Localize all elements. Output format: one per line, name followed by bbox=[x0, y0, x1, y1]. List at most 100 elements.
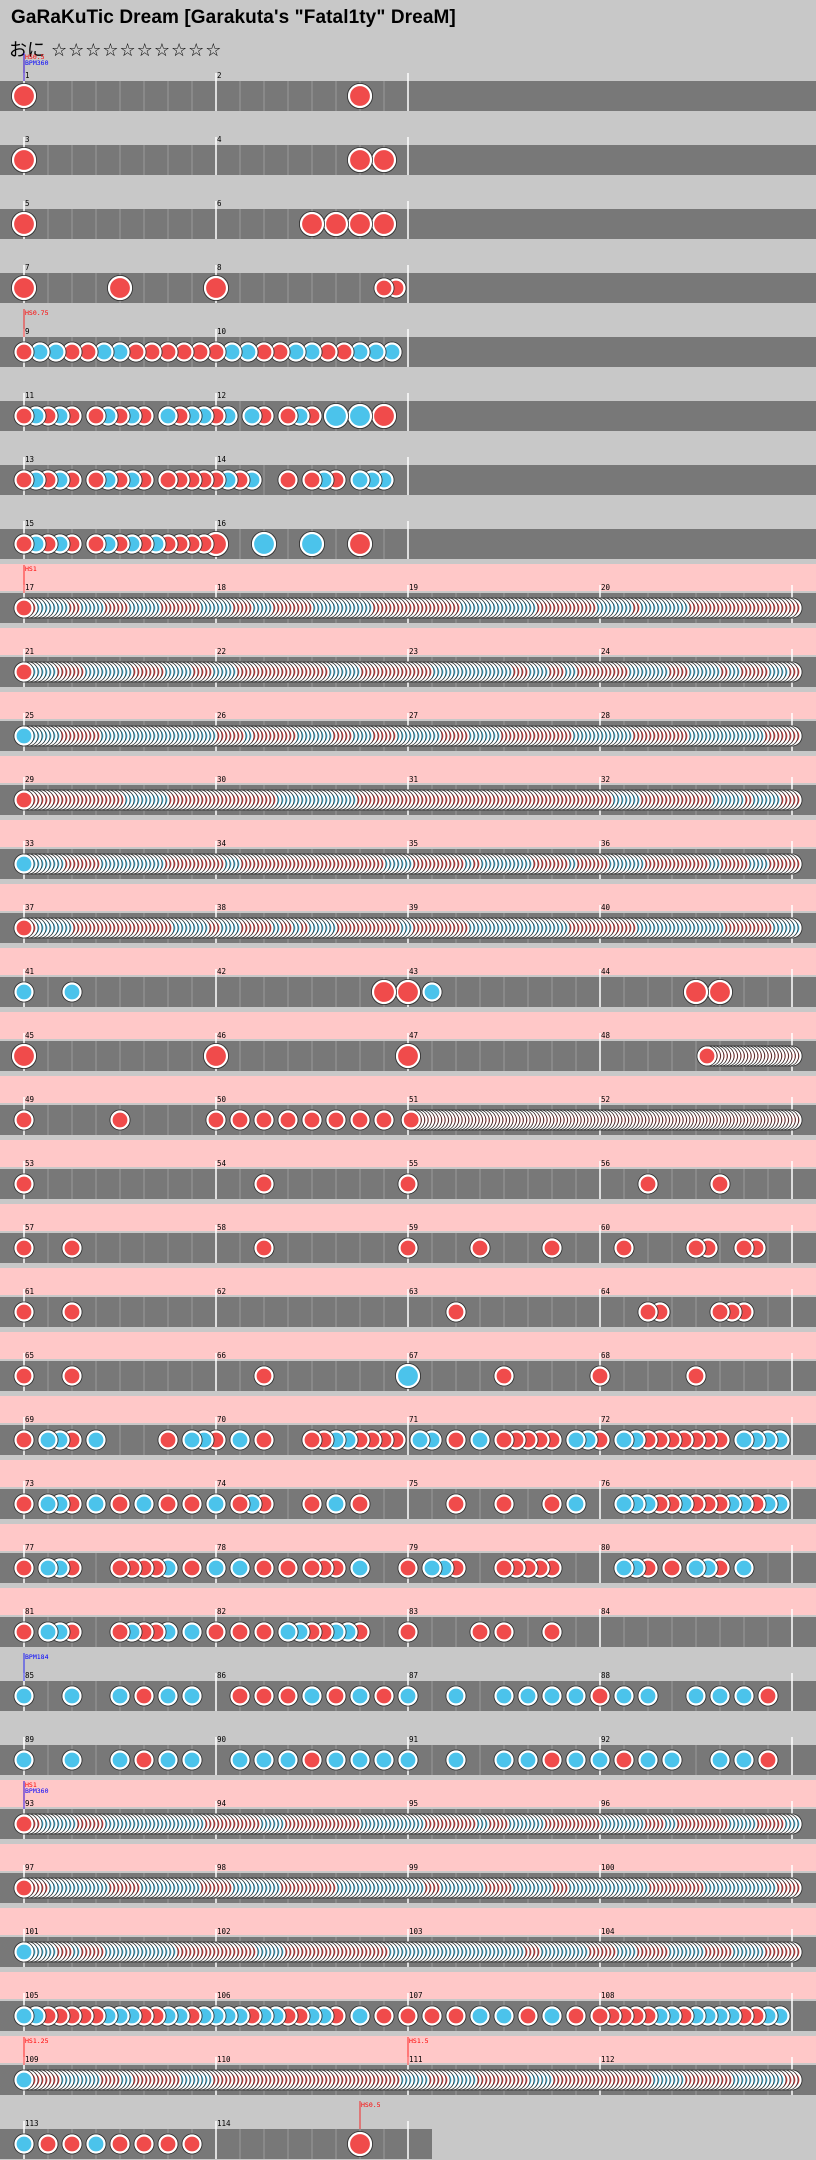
measure-number: 32 bbox=[601, 775, 610, 784]
don-note bbox=[470, 1238, 490, 1258]
don-note bbox=[86, 470, 106, 490]
measure-number: 87 bbox=[409, 1671, 418, 1680]
measure-number: 34 bbox=[217, 839, 227, 848]
note-outline bbox=[85, 533, 107, 555]
ka-note bbox=[14, 1750, 34, 1770]
measure-number: 80 bbox=[601, 1543, 611, 1552]
measure-number: 89 bbox=[25, 1735, 34, 1744]
ka-note bbox=[446, 1750, 466, 1770]
ka-note bbox=[374, 1750, 394, 1770]
ka-note bbox=[206, 1558, 226, 1578]
ka-note bbox=[350, 1686, 370, 1706]
don-note bbox=[62, 1238, 82, 1258]
measure-number: 61 bbox=[25, 1287, 34, 1296]
measure-number: 68 bbox=[601, 1351, 611, 1360]
don-note bbox=[110, 1622, 130, 1642]
measure-number: 92 bbox=[601, 1735, 610, 1744]
ka-note bbox=[566, 1686, 586, 1706]
measure-number: 16 bbox=[217, 519, 227, 528]
event-label: HS0.75 bbox=[25, 309, 49, 317]
ka-note bbox=[62, 1686, 82, 1706]
event-label: HS1 bbox=[25, 565, 37, 573]
measure-number: 13 bbox=[25, 455, 34, 464]
ka-note bbox=[14, 982, 34, 1002]
ka-note bbox=[638, 1750, 658, 1770]
don-note bbox=[278, 1110, 298, 1130]
ka-note bbox=[182, 1622, 202, 1642]
measure-number: 62 bbox=[217, 1287, 226, 1296]
measure-number: 25 bbox=[25, 711, 34, 720]
measure-number: 11 bbox=[25, 391, 34, 400]
note-outline bbox=[298, 210, 325, 237]
ka-note bbox=[614, 1558, 634, 1578]
event-label: BPM360 bbox=[25, 59, 49, 67]
event-label: BPM184 bbox=[25, 1653, 49, 1661]
measure-number: 20 bbox=[601, 583, 611, 592]
don-note bbox=[398, 1174, 418, 1194]
ka-note bbox=[230, 1430, 250, 1450]
don-note bbox=[710, 1302, 730, 1322]
measure-number: 78 bbox=[217, 1543, 227, 1552]
measure-number: 38 bbox=[217, 903, 227, 912]
measure-number: 24 bbox=[601, 647, 611, 656]
ka-note bbox=[734, 1686, 754, 1706]
measure-number: 55 bbox=[409, 1159, 418, 1168]
ka-note bbox=[614, 1430, 634, 1450]
note-outline bbox=[157, 469, 179, 491]
don-note bbox=[158, 470, 178, 490]
measure-number: 19 bbox=[409, 583, 418, 592]
note-outline bbox=[10, 83, 38, 110]
don-note bbox=[398, 1622, 418, 1642]
don-note bbox=[302, 470, 322, 490]
measure-number: 100 bbox=[601, 1863, 615, 1872]
don-note bbox=[14, 790, 34, 810]
measure-number: 1 bbox=[25, 71, 30, 80]
measure-number: 12 bbox=[217, 391, 226, 400]
ka-note bbox=[638, 1686, 658, 1706]
measure-number: 46 bbox=[217, 1031, 227, 1040]
don-note bbox=[158, 1494, 178, 1514]
don-note bbox=[203, 1043, 229, 1069]
don-note bbox=[374, 1686, 394, 1706]
don-note bbox=[254, 1366, 274, 1386]
ka-note bbox=[14, 726, 34, 746]
ka-note bbox=[350, 1558, 370, 1578]
measure-number: 18 bbox=[217, 583, 227, 592]
measure-number: 26 bbox=[217, 711, 227, 720]
ka-note bbox=[86, 1430, 106, 1450]
don-note bbox=[347, 531, 373, 557]
measure-number: 66 bbox=[217, 1351, 227, 1360]
don-note bbox=[494, 1622, 514, 1642]
don-note bbox=[86, 406, 106, 426]
don-note bbox=[182, 1494, 202, 1514]
ka-note bbox=[62, 1750, 82, 1770]
don-note bbox=[590, 1686, 610, 1706]
measure-number: 27 bbox=[409, 711, 418, 720]
don-note bbox=[14, 1494, 34, 1514]
ka-note bbox=[86, 1494, 106, 1514]
measure-number: 50 bbox=[217, 1095, 227, 1104]
don-note bbox=[494, 1494, 514, 1514]
don-note bbox=[758, 1750, 778, 1770]
measure-number: 98 bbox=[217, 1863, 227, 1872]
measure-number: 95 bbox=[409, 1799, 418, 1808]
ka-note bbox=[62, 982, 82, 1002]
note-outline bbox=[13, 533, 35, 555]
don-note bbox=[299, 211, 325, 237]
note-outline bbox=[241, 405, 263, 427]
measure-number: 9 bbox=[25, 327, 30, 336]
don-note bbox=[446, 1430, 466, 1450]
event-label: BPM360 bbox=[25, 1787, 49, 1795]
don-note bbox=[662, 1558, 682, 1578]
don-note bbox=[758, 1686, 778, 1706]
measure-number: 86 bbox=[217, 1671, 227, 1680]
ka-note bbox=[158, 1686, 178, 1706]
ka-note bbox=[242, 406, 262, 426]
don-note bbox=[14, 1110, 34, 1130]
measure-number: 82 bbox=[217, 1607, 226, 1616]
don-note bbox=[347, 147, 373, 173]
ka-note bbox=[38, 1494, 58, 1514]
ka-note bbox=[182, 1430, 202, 1450]
ka-note bbox=[299, 531, 325, 557]
don-note bbox=[542, 1622, 562, 1642]
